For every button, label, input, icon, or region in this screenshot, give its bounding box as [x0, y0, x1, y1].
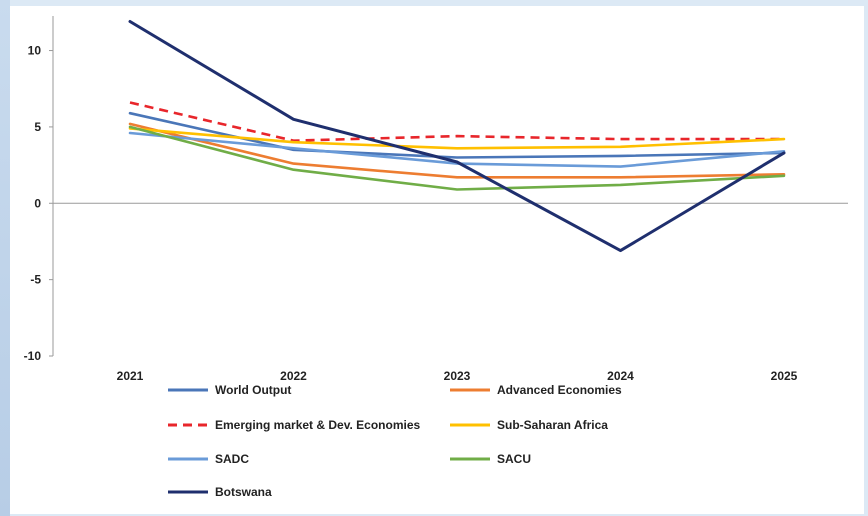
series-line-advanced-economies: [128, 122, 786, 179]
y-tick-label: -5: [30, 273, 41, 287]
chart-card: 10 5 0 -5 -10 2021 2022 2023 2024 2025 World Out…: [10, 6, 864, 514]
legend-label: SACU: [497, 452, 531, 466]
legend-label: Sub-Saharan Africa: [497, 418, 608, 432]
y-tick-label: -10: [24, 349, 42, 363]
background-strip: [0, 0, 10, 516]
x-axis-ticks: 2021 2022 2023 2024 2025: [117, 369, 798, 383]
legend: World Output Advanced Economies Emerging m…: [168, 383, 622, 499]
y-tick-label: 0: [34, 196, 41, 210]
x-tick-label: 2025: [771, 369, 798, 383]
axes: 10 5 0 -5 -10: [24, 16, 848, 363]
series-line-sub-saharan-africa: [128, 127, 786, 150]
line-chart: 10 5 0 -5 -10 2021 2022 2023 2024 2025 World Out…: [24, 16, 848, 499]
series-line-sacu: [128, 125, 786, 191]
y-tick-label: 5: [34, 120, 41, 134]
legend-label: Advanced Economies: [497, 383, 622, 397]
x-tick-label: 2021: [117, 369, 144, 383]
legend-label: Botswana: [215, 485, 272, 499]
legend-label: Emerging market & Dev. Economies: [215, 418, 421, 432]
x-tick-label: 2024: [607, 369, 634, 383]
series-lines: [128, 20, 786, 253]
x-tick-label: 2023: [444, 369, 471, 383]
y-tick-label: 10: [28, 44, 42, 58]
series-line-emerging-market-dev-economies: [129, 101, 784, 142]
legend-label: World Output: [215, 383, 291, 397]
legend-label: SADC: [215, 452, 249, 466]
series-line-botswana: [128, 20, 786, 253]
x-tick-label: 2022: [280, 369, 307, 383]
